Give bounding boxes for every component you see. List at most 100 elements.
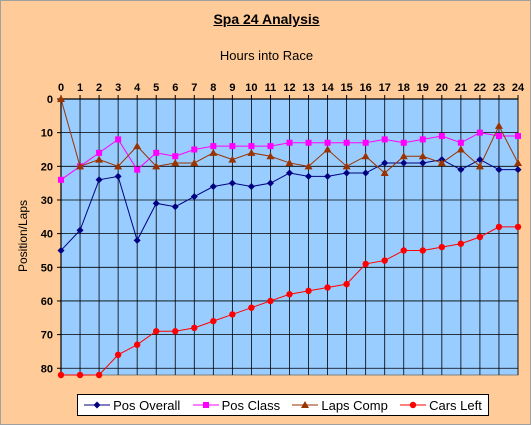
x-tick-label: 20 bbox=[436, 82, 448, 94]
y-tick-label: 50 bbox=[41, 262, 53, 274]
laps-comp-point bbox=[133, 142, 142, 150]
laps-comp-point bbox=[57, 95, 65, 102]
pos-class-point bbox=[305, 139, 312, 146]
pos-class-point bbox=[457, 139, 464, 146]
cars-left-point bbox=[324, 284, 331, 291]
laps-comp-point bbox=[247, 148, 256, 156]
y-tick-label: 80 bbox=[41, 363, 53, 375]
pos-class-point bbox=[267, 143, 274, 150]
cars-left-point bbox=[286, 291, 293, 298]
pos-overall-point bbox=[57, 246, 65, 254]
legend-item-cars-left: Cars Left bbox=[400, 398, 482, 413]
cars-left-point bbox=[343, 280, 350, 288]
x-tick-label: 11 bbox=[265, 82, 277, 94]
pos-class-point bbox=[172, 153, 179, 160]
pos-overall-point bbox=[324, 172, 332, 180]
pos-class-point bbox=[324, 139, 331, 146]
cars-left-point bbox=[457, 240, 465, 247]
pos-overall-point bbox=[171, 203, 179, 211]
cars-left-point bbox=[95, 371, 103, 379]
pos-class-point bbox=[419, 136, 426, 143]
cars-left-point bbox=[305, 287, 312, 295]
pos-overall-point bbox=[381, 159, 389, 167]
pos-overall-point bbox=[95, 176, 103, 184]
y-tick-label: 30 bbox=[41, 195, 53, 207]
cars-left-point bbox=[191, 324, 198, 332]
y-tick-label: 40 bbox=[41, 229, 53, 241]
y-tick-label: 0 bbox=[47, 94, 53, 106]
legend-label: Pos Overall bbox=[113, 397, 181, 413]
cars-left-point bbox=[153, 328, 160, 335]
laps-comp-point bbox=[494, 121, 503, 129]
x-tick-label: 3 bbox=[115, 82, 121, 94]
laps-comp-point bbox=[514, 158, 522, 166]
pos-overall-point bbox=[419, 159, 427, 167]
chart-title: Spa 24 Analysis bbox=[213, 11, 320, 27]
pos-overall-point bbox=[343, 169, 351, 177]
laps-comp-point bbox=[399, 152, 408, 160]
pos-class-point bbox=[515, 133, 521, 140]
laps-comp-point bbox=[114, 162, 123, 170]
x-tick-label: 2 bbox=[96, 82, 102, 94]
pos-overall-point bbox=[495, 166, 503, 174]
y-tick-label: 10 bbox=[41, 128, 53, 140]
x-tick-label: 5 bbox=[153, 82, 159, 94]
pos-overall-point bbox=[266, 179, 274, 187]
x-tick-label: 4 bbox=[134, 82, 141, 94]
pos-overall-point bbox=[305, 172, 313, 180]
cars-left-point bbox=[76, 371, 84, 379]
legend-label: Cars Left bbox=[429, 397, 482, 413]
pos-class-point bbox=[381, 136, 388, 143]
pos-class-point bbox=[362, 139, 369, 146]
cars-left-point bbox=[248, 304, 255, 311]
cars-left-point bbox=[267, 297, 274, 305]
cars-left-point bbox=[381, 257, 388, 264]
x-tick-label: 0 bbox=[58, 82, 64, 94]
cars-left-point bbox=[114, 351, 122, 359]
x-tick-label: 13 bbox=[302, 82, 314, 94]
pos-class-point bbox=[153, 149, 160, 156]
cars-left-point bbox=[476, 233, 484, 241]
laps-comp-point bbox=[228, 155, 237, 163]
x-tick-label: 9 bbox=[229, 82, 235, 94]
legend-item-laps-comp: Laps Comp bbox=[292, 398, 388, 413]
pos-overall-point bbox=[247, 183, 255, 191]
laps-comp-point bbox=[304, 162, 313, 170]
cars-left-point bbox=[419, 247, 426, 254]
pos-overall-point bbox=[133, 236, 141, 244]
pos-class-point bbox=[115, 136, 122, 143]
cars-left-point bbox=[514, 223, 522, 231]
x-tick-label: 10 bbox=[245, 82, 257, 94]
laps-comp-point bbox=[342, 162, 351, 170]
x-tick-label: 19 bbox=[417, 82, 429, 94]
legend-label: Pos Class bbox=[221, 397, 281, 413]
pos-class-point bbox=[286, 139, 293, 146]
cars-left-point bbox=[400, 247, 407, 254]
x-tick-label: 23 bbox=[493, 82, 505, 94]
pos-overall-point bbox=[286, 169, 293, 177]
legend-swatch-cars-left bbox=[400, 401, 427, 409]
pos-overall-point bbox=[362, 169, 370, 177]
x-tick-label: 12 bbox=[283, 82, 295, 94]
x-tick-label: 6 bbox=[172, 82, 178, 94]
y-tick-label: 60 bbox=[41, 296, 53, 308]
x-tick-label: 15 bbox=[341, 82, 353, 94]
laps-comp-point bbox=[361, 152, 370, 160]
x-tick-label: 24 bbox=[512, 82, 525, 94]
y-tick-label: 20 bbox=[41, 161, 53, 173]
pos-class-point bbox=[229, 143, 236, 150]
x-tick-label: 7 bbox=[191, 82, 197, 94]
pos-class-point bbox=[438, 133, 445, 140]
laps-comp-point bbox=[209, 148, 218, 156]
x-tick-label: 18 bbox=[398, 82, 410, 94]
pos-overall-point bbox=[76, 226, 84, 234]
x-tick-label: 21 bbox=[455, 82, 467, 94]
x-tick-label: 17 bbox=[379, 82, 391, 94]
x-axis-title: Hours into Race bbox=[219, 48, 314, 63]
cars-left-point bbox=[172, 328, 179, 335]
laps-comp-point bbox=[95, 155, 104, 163]
legend: Pos Overall Pos Class Laps Comp Cars Left bbox=[77, 394, 489, 416]
pos-overall-point bbox=[457, 166, 465, 174]
